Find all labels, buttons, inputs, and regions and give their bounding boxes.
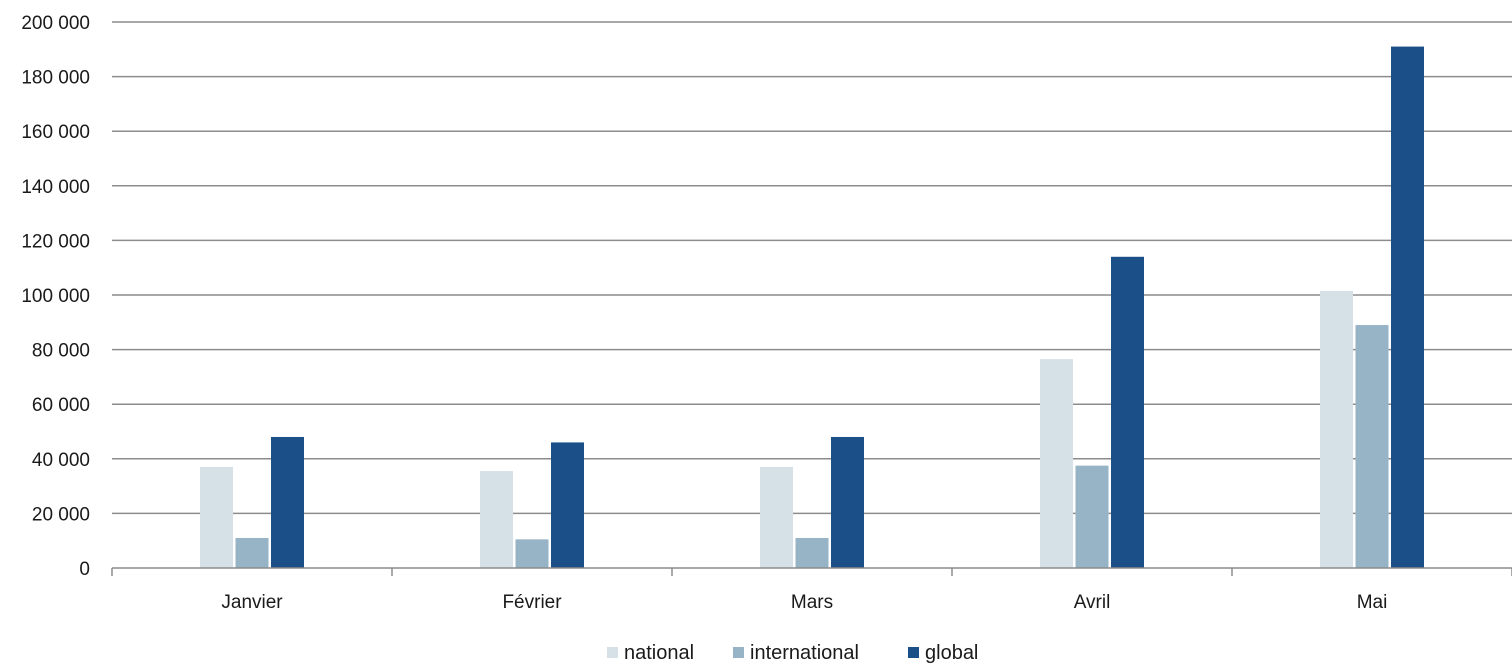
legend-label-international: international: [750, 642, 859, 664]
x-category-label: Février: [502, 592, 562, 613]
bar-global-2: [831, 436, 864, 568]
bar-international-4: [1355, 325, 1389, 568]
bar-international-0: [235, 537, 269, 568]
x-axis: [111, 567, 1512, 576]
x-category-label: Janvier: [221, 592, 283, 613]
bars: [200, 46, 1424, 568]
gridlines: [112, 21, 1512, 515]
legend-swatch-international: [733, 647, 744, 658]
x-category-label: Mars: [791, 592, 833, 613]
bar-global-4: [1391, 46, 1424, 568]
legend-label-global: global: [925, 642, 978, 664]
y-tick-label: 200 000: [21, 13, 90, 34]
y-tick-label: 60 000: [32, 395, 90, 416]
legend-swatch-national: [607, 647, 618, 658]
y-tick-label: 180 000: [21, 68, 90, 89]
y-tick-label: 20 000: [32, 504, 90, 525]
y-tick-label: 80 000: [32, 341, 90, 362]
y-tick-label: 0: [79, 559, 90, 580]
bar-national-4: [1320, 290, 1353, 568]
legend-label-national: national: [624, 642, 694, 664]
bar-national-1: [480, 471, 513, 568]
x-category-label: Mai: [1357, 592, 1388, 613]
y-tick-label: 160 000: [21, 122, 90, 143]
bar-international-3: [1075, 465, 1109, 568]
x-category-label: Avril: [1074, 592, 1111, 613]
y-tick-label: 100 000: [21, 286, 90, 307]
y-axis-tick-labels: 0 20 000 40 000 60 000 80 000 100 000 120 000 1…: [21, 13, 90, 580]
legend: national international global: [607, 642, 978, 664]
y-tick-label: 40 000: [32, 450, 90, 471]
y-tick-label: 120 000: [21, 231, 90, 252]
bar-national-0: [200, 466, 233, 568]
bar-international-1: [515, 539, 549, 568]
bar-national-3: [1040, 359, 1073, 568]
bar-global-0: [271, 436, 304, 568]
bar-global-1: [551, 442, 584, 568]
legend-swatch-global: [908, 647, 919, 658]
bar-international-2: [795, 537, 829, 568]
bar-global-3: [1111, 256, 1144, 568]
y-tick-label: 140 000: [21, 177, 90, 198]
bar-national-2: [760, 466, 793, 568]
x-axis-category-labels: Janvier Février Mars Avril Mai: [221, 592, 1387, 613]
